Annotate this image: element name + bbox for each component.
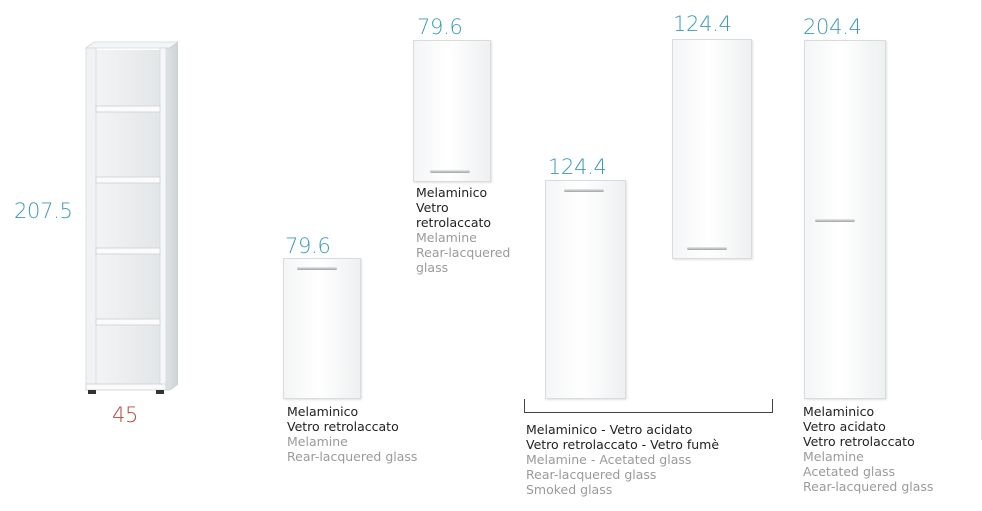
low-door-panel: [283, 258, 361, 399]
caption-en-line: Rear-lacquered glass: [803, 479, 934, 494]
caption-it-line: Melaminico: [803, 404, 875, 419]
door-handle: [815, 219, 855, 222]
caption-en-line: Melamine: [803, 449, 864, 464]
door-handle: [297, 267, 337, 270]
open-bookcase-image: [82, 40, 180, 394]
caption-it-line: Melaminico: [287, 404, 359, 419]
caption-en-line: Smoked glass: [526, 482, 613, 497]
caption-en-line: Rear-lacquered glass: [287, 449, 418, 464]
caption-it-line: retrolaccato: [416, 215, 492, 230]
caption-it-line: Melaminico: [416, 185, 488, 200]
caption-en-line: Melamine: [416, 230, 477, 245]
mid-wall-door-panel: [672, 39, 752, 259]
bookcase-width-label: 45: [112, 403, 139, 427]
door-handle: [564, 189, 604, 192]
group-bracket: [524, 399, 773, 413]
caption-en-line: Acetated glass: [803, 464, 896, 479]
door-height-label: 124.4: [548, 155, 607, 179]
door-height-label: 79.6: [417, 15, 463, 39]
door-caption: Melaminico Vetro retrolaccato Melamine R…: [416, 185, 510, 275]
door-handle: [430, 170, 470, 173]
door-handle: [687, 247, 727, 250]
door-caption: Melaminico - Vetro acidato Vetro retrola…: [526, 422, 719, 497]
bookcase-height-label: 207.5: [14, 199, 73, 223]
door-height-label: 124.4: [673, 12, 732, 36]
caption-en-line: Melamine: [287, 434, 348, 449]
door-height-label: 79.6: [285, 234, 331, 258]
caption-it-line: Vetro: [416, 200, 449, 215]
door-caption: Melaminico Vetro acidato Vetro retrolacc…: [803, 404, 933, 494]
bookcase-drawing: [84, 41, 180, 394]
door-caption: Melaminico Vetro retrolaccato Melamine R…: [287, 404, 417, 464]
door-height-label: 204.4: [803, 15, 862, 39]
wall-door-panel: [413, 40, 491, 182]
caption-it-line: Vetro retrolaccato: [803, 434, 915, 449]
caption-it-line: Melaminico - Vetro acidato: [526, 422, 693, 437]
caption-it-line: Vetro acidato: [803, 419, 886, 434]
caption-it-line: Vetro retrolaccato: [287, 419, 399, 434]
caption-en-line: Rear-lacquered glass: [526, 467, 657, 482]
caption-en-line: Rear-lacquered: [416, 245, 511, 260]
mid-door-panel: [545, 180, 626, 399]
caption-en-line: Melamine - Acetated glass: [526, 452, 692, 467]
caption-en-line: glass: [416, 260, 449, 275]
full-height-door-panel: [804, 40, 886, 399]
caption-it-line: Vetro retrolaccato - Vetro fumè: [526, 437, 720, 452]
